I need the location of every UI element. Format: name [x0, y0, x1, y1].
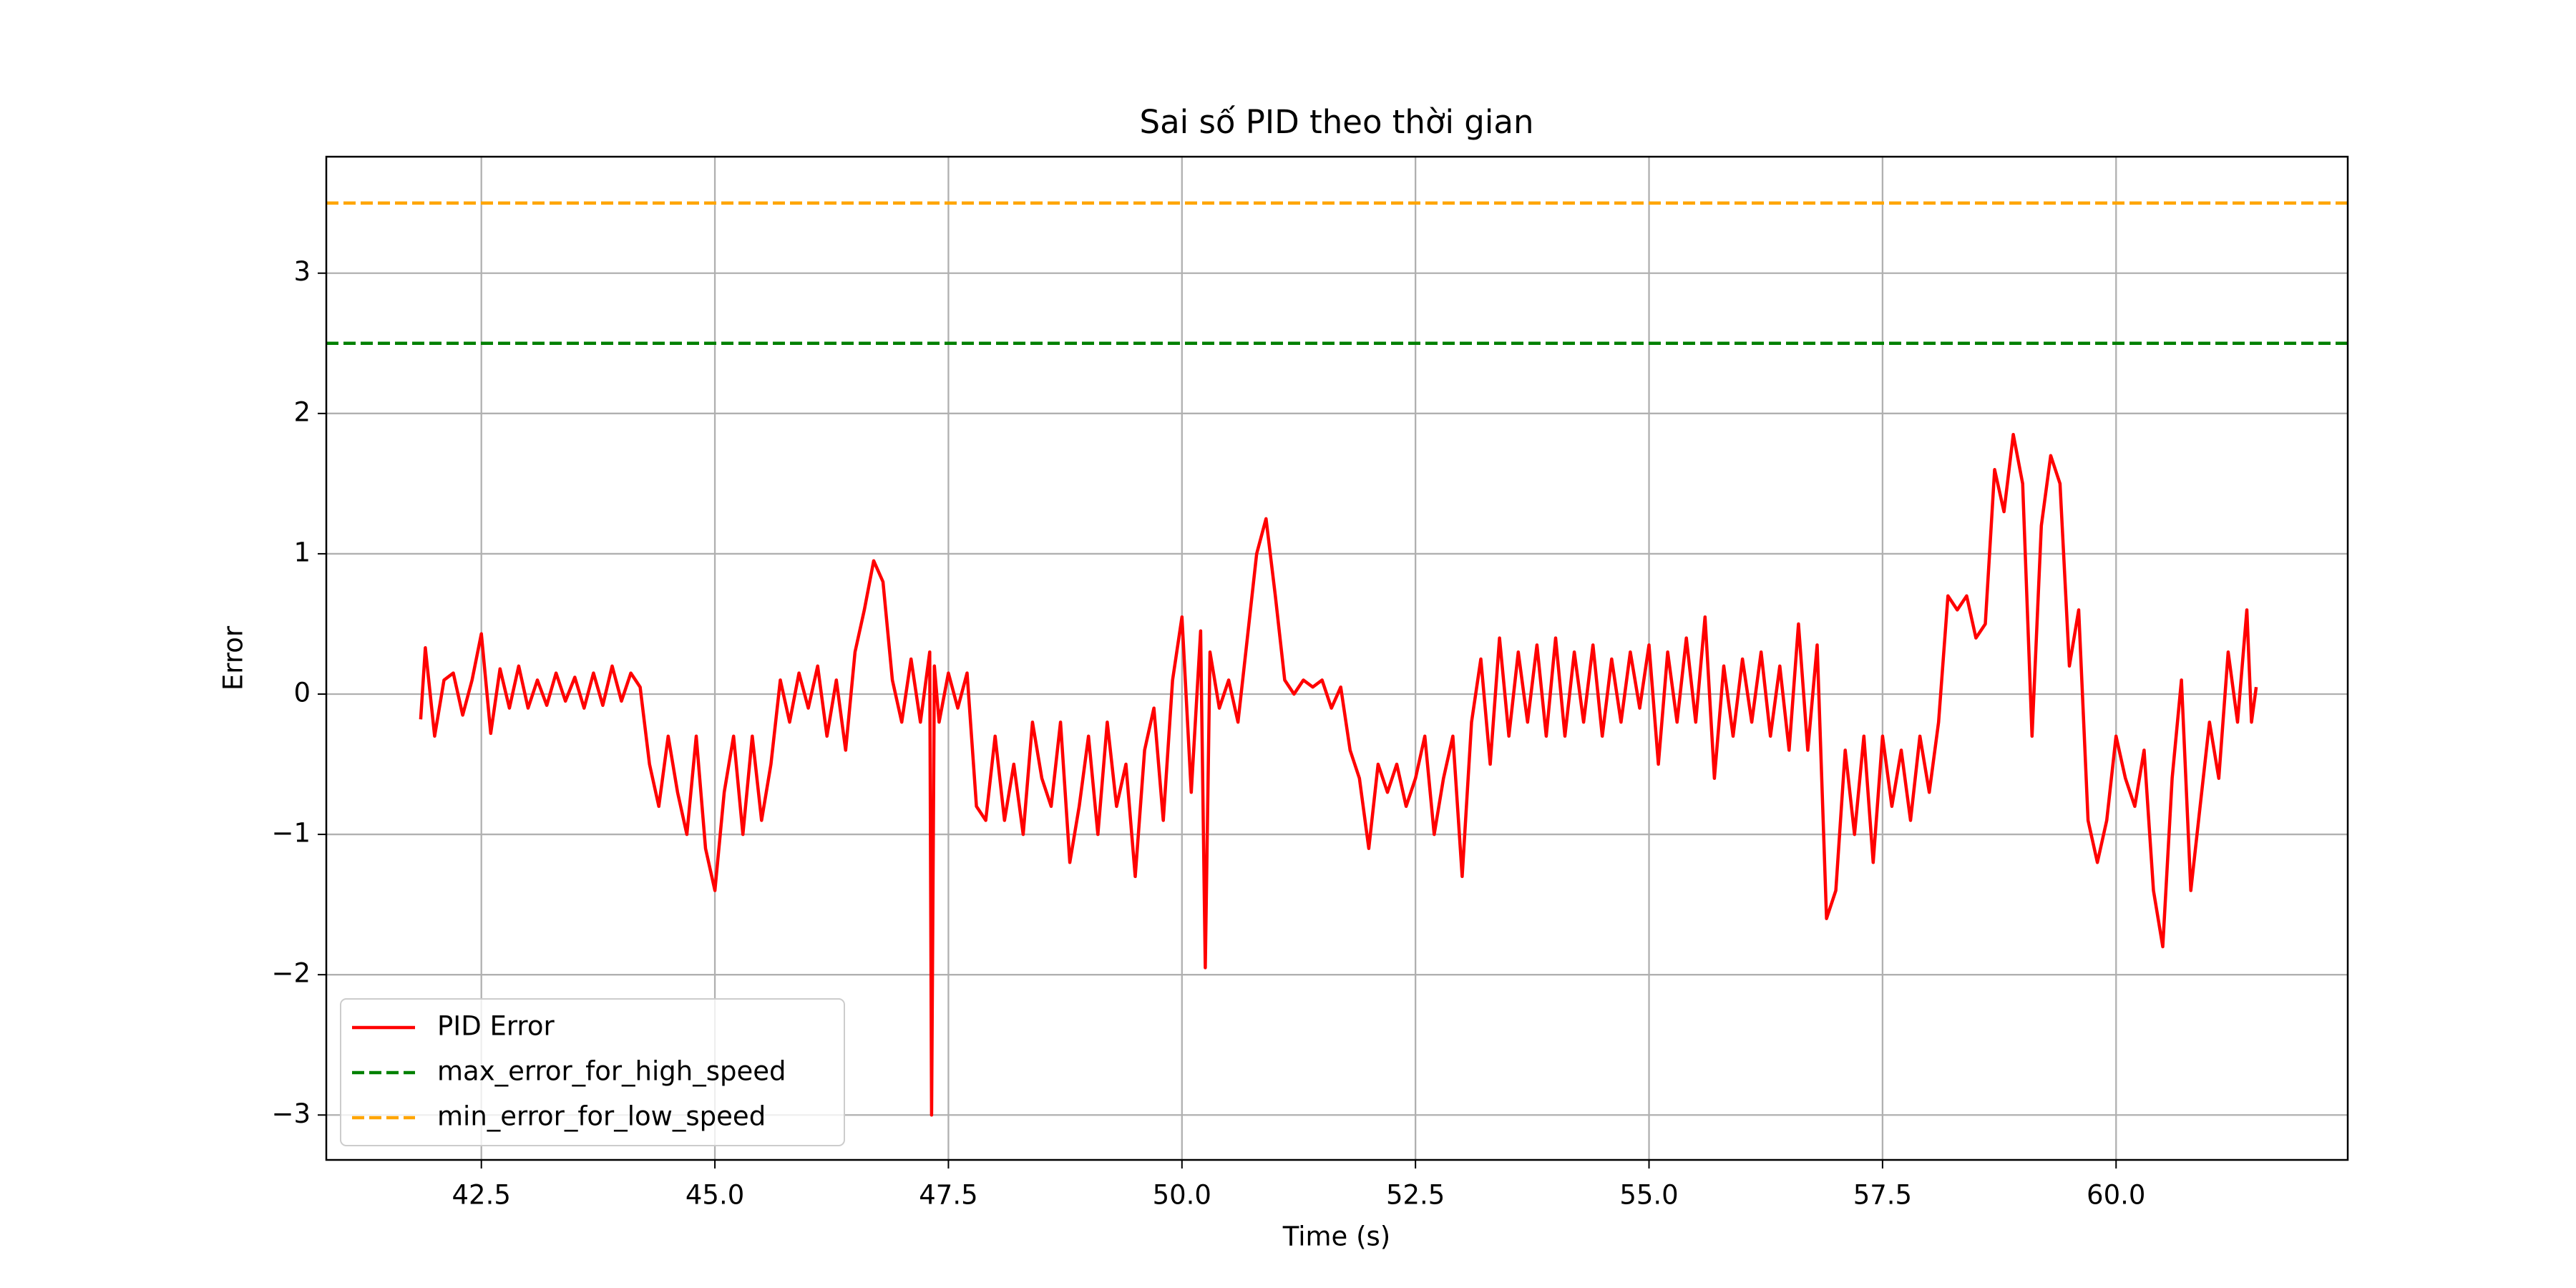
chart-title: Sai số PID theo thời gian [1140, 103, 1534, 141]
x-tick-label: 60.0 [2087, 1180, 2145, 1211]
plot-frame [325, 155, 2349, 1161]
legend-box [340, 998, 845, 1146]
legend-label: min_error_for_low_speed [437, 1101, 766, 1132]
y-tick-label: −1 [271, 818, 311, 849]
x-tick-label: 45.0 [686, 1180, 744, 1211]
x-tick-label: 42.5 [452, 1180, 511, 1211]
y-tick-label: −2 [271, 958, 311, 989]
x-tick-label: 47.5 [919, 1180, 977, 1211]
y-tick-label: −3 [271, 1098, 311, 1129]
data-line [419, 432, 2258, 1117]
x-axis-label: Time (s) [1282, 1221, 1390, 1252]
y-axis-label: Error [218, 625, 249, 691]
x-tick-label: 55.0 [1619, 1180, 1678, 1211]
legend-label: PID Error [437, 1011, 555, 1042]
y-tick-label: 0 [293, 678, 311, 708]
y-tick-label: 1 [293, 537, 311, 567]
y-tick-label: 2 [293, 396, 311, 427]
x-tick-label: 50.0 [1153, 1180, 1211, 1211]
x-tick-label: 52.5 [1386, 1180, 1445, 1211]
x-tick-label: 57.5 [1853, 1180, 1912, 1211]
legend-label: max_error_for_high_speed [437, 1056, 786, 1087]
y-tick-label: 3 [293, 256, 311, 287]
